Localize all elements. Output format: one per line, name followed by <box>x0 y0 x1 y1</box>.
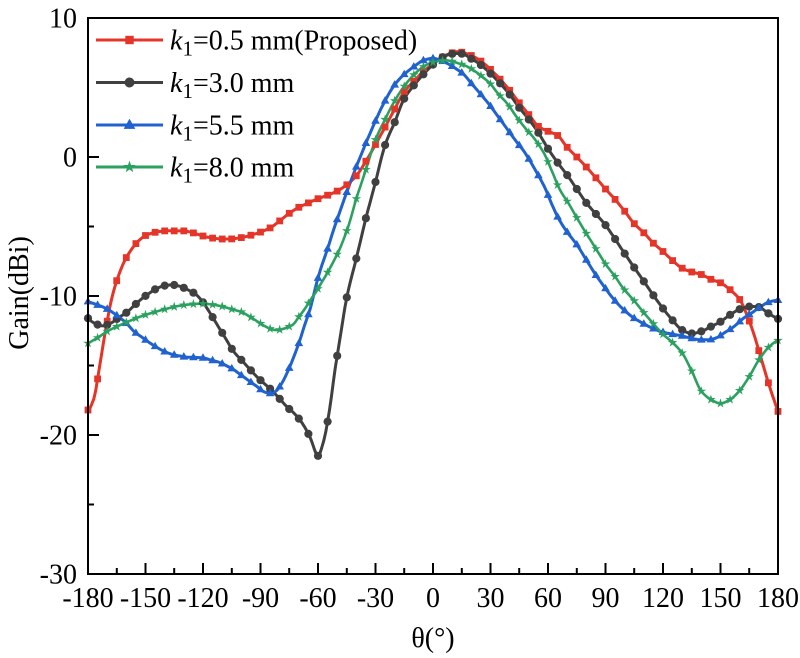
svg-text:0: 0 <box>426 583 440 614</box>
svg-text:-20: -20 <box>40 420 77 451</box>
svg-text:-90: -90 <box>242 583 279 614</box>
svg-text:-120: -120 <box>177 583 228 614</box>
svg-text:-10: -10 <box>40 281 77 312</box>
svg-text:-150: -150 <box>120 583 171 614</box>
svg-text:10: 10 <box>49 3 77 34</box>
svg-text:-30: -30 <box>357 583 394 614</box>
svg-text:k1=3.0 mm: k1=3.0 mm <box>170 68 295 103</box>
svg-text:-180: -180 <box>62 583 113 614</box>
svg-text:60: 60 <box>534 583 562 614</box>
svg-text:-30: -30 <box>40 559 77 590</box>
svg-text:0: 0 <box>63 142 77 173</box>
svg-text:θ(°): θ(°) <box>411 623 454 654</box>
svg-text:k1=0.5 mm(Proposed): k1=0.5 mm(Proposed) <box>170 26 417 61</box>
svg-text:Gain(dBi): Gain(dBi) <box>4 236 35 350</box>
svg-text:k1=8.0 mm: k1=8.0 mm <box>170 153 295 188</box>
svg-text:90: 90 <box>592 583 620 614</box>
svg-text:120: 120 <box>642 583 684 614</box>
svg-text:k1=5.5 mm: k1=5.5 mm <box>170 111 295 146</box>
svg-text:30: 30 <box>477 583 505 614</box>
svg-text:-60: -60 <box>299 583 336 614</box>
svg-text:180: 180 <box>757 583 799 614</box>
svg-text:150: 150 <box>700 583 742 614</box>
